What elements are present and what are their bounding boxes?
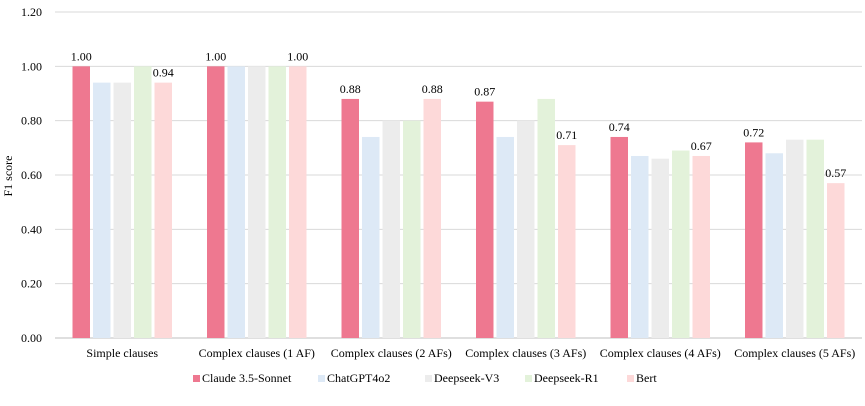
y-tick-label: 1.00: [21, 59, 42, 73]
bar: [207, 66, 225, 338]
bar: [765, 153, 783, 338]
bar: [610, 136, 628, 338]
bar: [289, 66, 307, 338]
data-label: 1.00: [71, 49, 92, 63]
y-axis-ticks: 0.00 0.20 0.40 0.60 0.80 1.00 1.20: [21, 5, 42, 345]
bar: [745, 142, 763, 338]
y-tick-label: 0.00: [21, 331, 42, 345]
data-label: 0.87: [474, 85, 495, 99]
x-category-label: Complex clauses (2 AFs): [331, 346, 452, 360]
gridlines: [55, 11, 862, 339]
data-label: 0.94: [153, 66, 174, 80]
legend-swatch: [425, 375, 432, 382]
legend-item: Deepseek-V3: [425, 371, 499, 385]
y-tick-label: 0.20: [21, 277, 42, 291]
legend-swatch: [318, 375, 325, 382]
x-category-label: Complex clauses (3 AFs): [465, 346, 586, 360]
x-axis-categories: Simple clauses Complex clauses (1 AF) Comp…: [86, 346, 855, 360]
bar: [362, 136, 380, 338]
bar: [268, 66, 286, 338]
legend-label: Claude 3.5-Sonnet: [202, 371, 292, 385]
data-label: 1.00: [287, 49, 308, 63]
legend-label: ChatGPT4o2: [327, 371, 390, 385]
data-label: 0.74: [609, 120, 630, 134]
bar: [248, 66, 266, 338]
legend-swatch: [193, 375, 200, 382]
bar: [113, 82, 131, 338]
bar: [517, 120, 535, 339]
x-category-label: Simple clauses: [86, 346, 158, 360]
bar: [537, 98, 555, 338]
bar: [341, 98, 359, 338]
legend-item: Claude 3.5-Sonnet: [193, 371, 292, 385]
bar: [476, 101, 494, 339]
bar: [496, 136, 514, 338]
bar: [692, 155, 710, 338]
y-tick-label: 1.20: [21, 5, 42, 19]
bar: [93, 82, 111, 338]
bar: [786, 139, 804, 338]
bars: [72, 66, 845, 339]
legend-swatch: [525, 375, 532, 382]
bar: [154, 82, 172, 338]
legend-item: ChatGPT4o2: [318, 371, 390, 385]
legend-label: Deepseek-V3: [434, 371, 499, 385]
bar: [651, 158, 669, 338]
data-label: 0.88: [340, 82, 361, 96]
bar: [827, 183, 845, 338]
x-category-label: Complex clauses (1 AF): [199, 346, 315, 360]
bar: [382, 120, 400, 339]
legend-label: Bert: [636, 371, 657, 385]
data-label: 0.71: [556, 128, 577, 142]
legend: Claude 3.5-Sonnet ChatGPT4o2 Deepseek-V3 De…: [193, 371, 657, 385]
bar: [423, 98, 441, 338]
bar: [672, 150, 690, 338]
legend-item: Deepseek-R1: [525, 371, 599, 385]
bar: [72, 66, 90, 338]
y-tick-label: 0.60: [21, 168, 42, 182]
x-category-label: Complex clauses (5 AFs): [734, 346, 855, 360]
y-tick-label: 0.40: [21, 222, 42, 236]
bar: [558, 145, 576, 338]
data-labels: 1.00 0.94 1.00 1.00 0.88 0.88 0.87 0.71 0.74 0.67…: [71, 49, 847, 180]
data-label: 0.67: [691, 139, 712, 153]
legend-item: Bert: [627, 371, 657, 385]
bar: [134, 66, 152, 338]
x-category-label: Complex clauses (4 AFs): [600, 346, 721, 360]
data-label: 0.72: [743, 125, 764, 139]
bar: [631, 155, 649, 338]
bar: [806, 139, 824, 338]
data-label: 0.88: [422, 82, 443, 96]
legend-swatch: [627, 375, 634, 382]
data-label: 0.57: [825, 166, 846, 180]
legend-label: Deepseek-R1: [534, 371, 599, 385]
y-tick-label: 0.80: [21, 114, 42, 128]
bar: [227, 66, 245, 338]
y-axis-title: F1 score: [1, 156, 15, 197]
bar: [403, 120, 421, 339]
data-label: 1.00: [205, 49, 226, 63]
